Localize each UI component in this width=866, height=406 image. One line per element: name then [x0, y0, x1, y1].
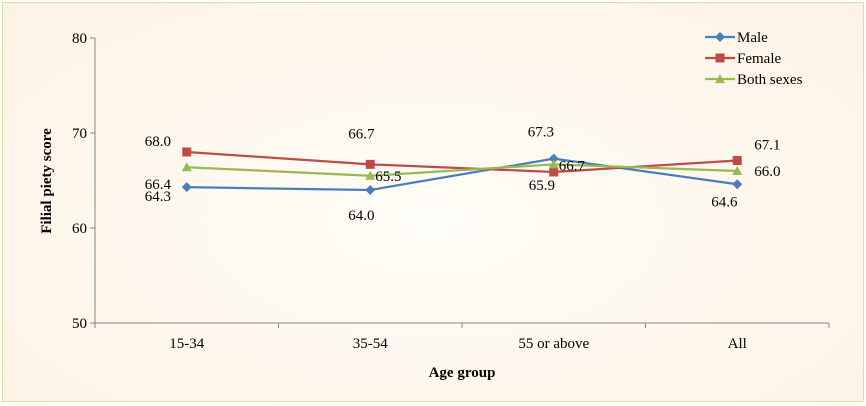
both-sexes-marker: [548, 159, 559, 169]
line-chart: 50 60 70 80 15-34 35-54 55 or above All 64.3 64.…: [39, 30, 830, 381]
male-marker: [181, 182, 192, 193]
female-data-label: 67.1: [754, 138, 780, 154]
x-tick-label: 35-54: [353, 336, 388, 352]
female-series-line: [186, 150, 738, 174]
y-tick-label: 50: [72, 316, 87, 332]
legend-female-label: Female: [737, 51, 781, 67]
both-sexes-series-line: [186, 163, 738, 177]
male-data-label: 64.3: [145, 189, 171, 205]
female-data-label: 66.7: [348, 126, 375, 142]
x-axis-title: Age group: [429, 365, 496, 381]
legend-male-marker: [715, 32, 725, 42]
both-sexes-marker: [365, 170, 376, 180]
male-data-label: 67.3: [528, 125, 554, 141]
female-data-label: 68.0: [145, 134, 171, 150]
legend-female-marker: [715, 53, 725, 63]
both-sexes-data-label: 66.4: [145, 177, 172, 193]
y-axis-title: Filial piety score: [39, 128, 55, 234]
both-sexes-marker: [732, 166, 743, 175]
male-marker: [732, 179, 743, 190]
x-tick-label: 55 or above: [518, 336, 589, 352]
legend-both-sexes-label: Both sexes: [737, 72, 803, 88]
y-tick-label: 60: [72, 221, 87, 237]
female-marker: [182, 147, 192, 157]
female-marker: [365, 159, 375, 169]
female-marker: [549, 167, 559, 177]
both-sexes-marker: [181, 162, 192, 172]
x-tick-label: All: [728, 336, 747, 352]
male-marker: [365, 185, 376, 195]
legend-both-sexes-marker: [715, 74, 725, 83]
male-data-label: 64.0: [348, 208, 374, 224]
male-marker: [548, 153, 559, 164]
male-series-line: [186, 157, 738, 192]
both-sexes-data-label: 65.5: [375, 169, 401, 185]
female-marker: [732, 156, 742, 166]
both-sexes-data-label: 66.7: [559, 158, 586, 174]
male-data-label: 64.6: [711, 194, 738, 210]
legend-male-label: Male: [737, 30, 768, 46]
y-tick-label: 70: [72, 126, 87, 142]
y-tick-label: 80: [72, 31, 87, 47]
female-data-label: 65.9: [529, 178, 555, 194]
x-tick-label: 15-34: [169, 336, 204, 352]
both-sexes-data-label: 66.0: [754, 164, 780, 180]
